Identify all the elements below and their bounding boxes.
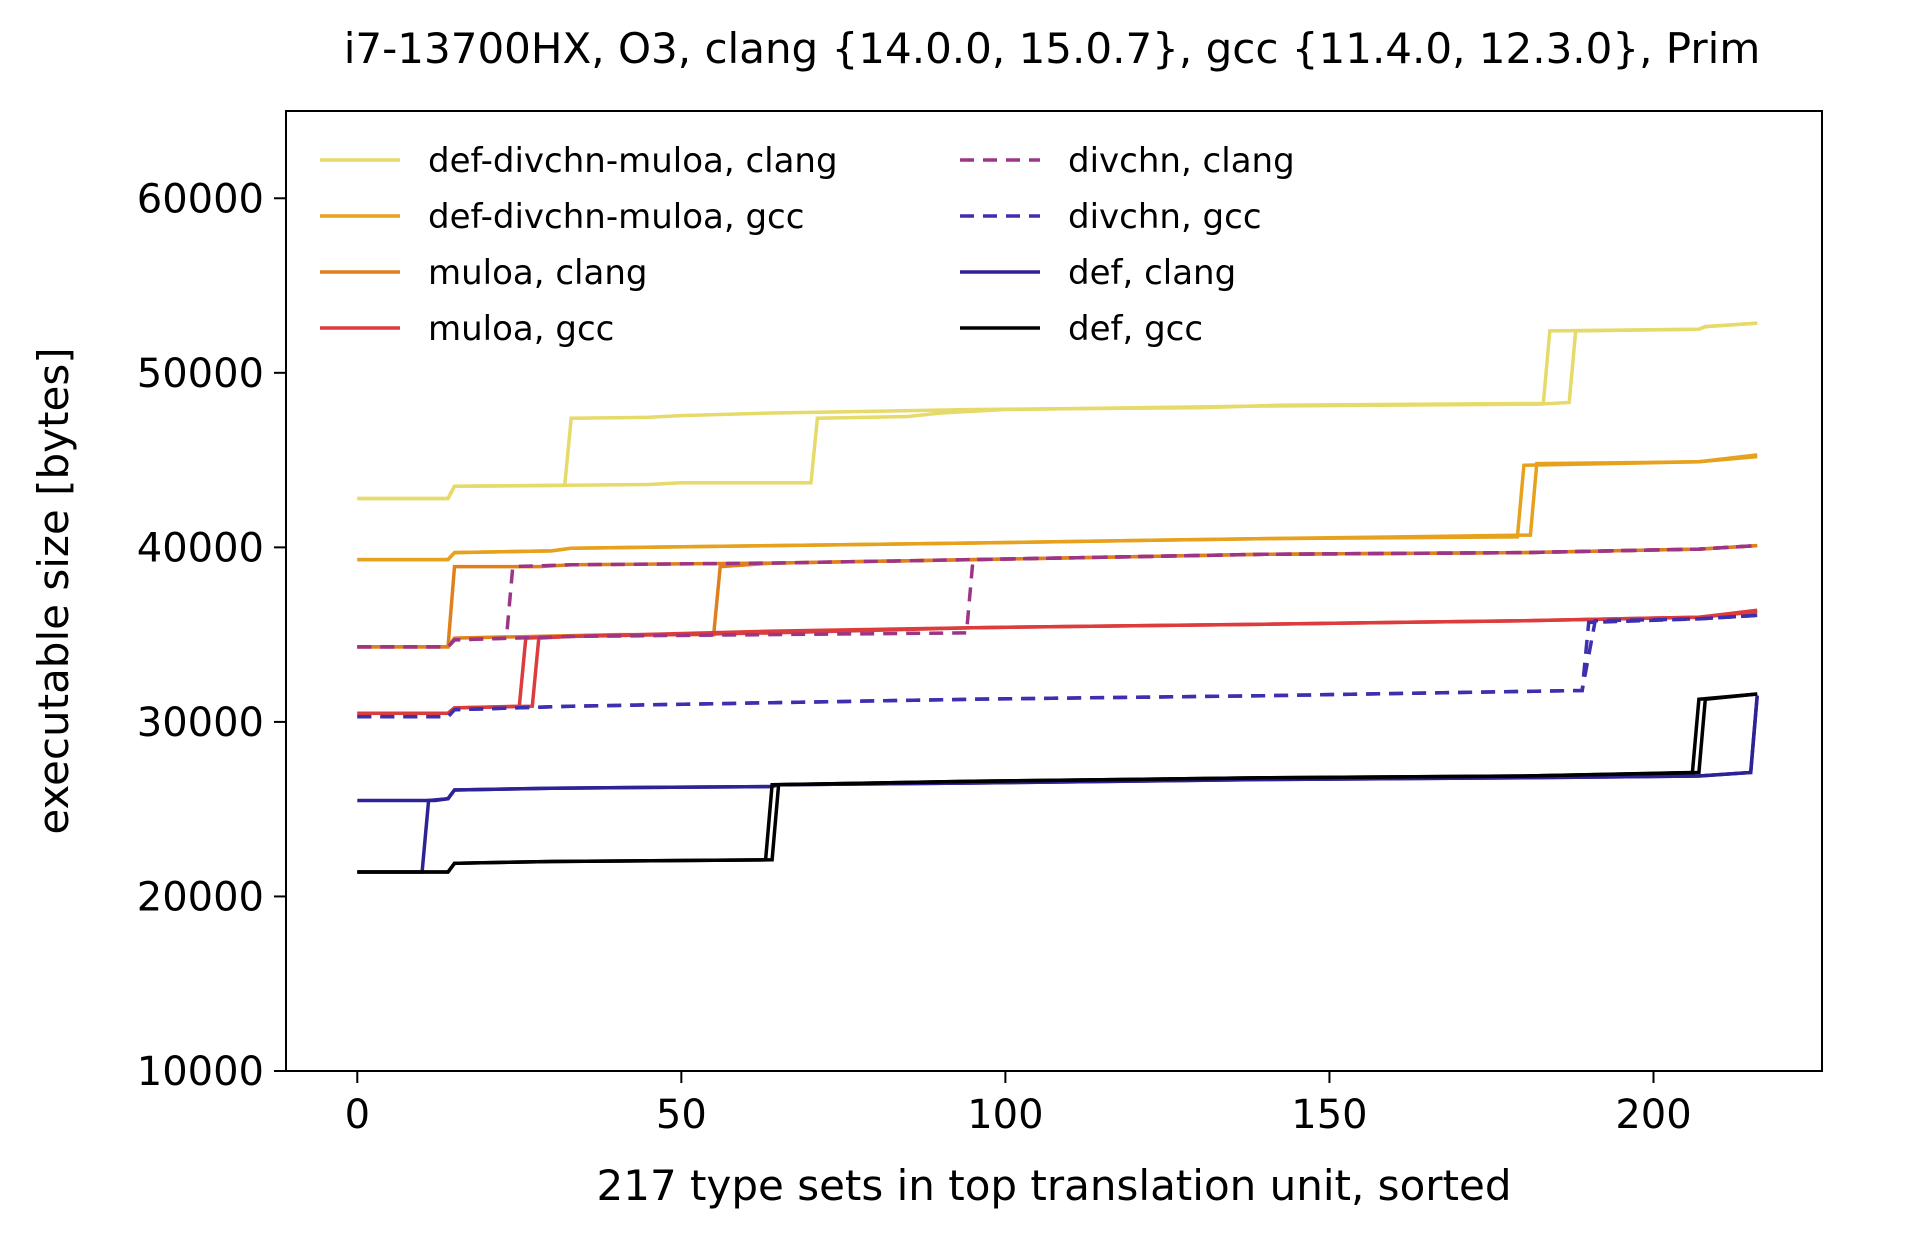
y-tick-label: 50000 bbox=[137, 351, 264, 397]
series-line bbox=[357, 543, 1758, 649]
y-tick-label: 10000 bbox=[137, 1049, 264, 1095]
series-line bbox=[357, 543, 1758, 649]
legend-label: def-divchn-muloa, gcc bbox=[428, 197, 804, 237]
legend-item: divchn, clang bbox=[960, 141, 1295, 181]
legend-item: muloa, clang bbox=[320, 253, 647, 293]
plot-frame bbox=[285, 110, 1823, 1072]
legend-label: def, gcc bbox=[1068, 309, 1203, 349]
legend-item: def, clang bbox=[960, 253, 1236, 293]
x-tick-label: 100 bbox=[967, 1092, 1043, 1138]
series-line bbox=[357, 695, 1759, 874]
legend-item: muloa, gcc bbox=[320, 309, 614, 349]
plot-lines bbox=[357, 321, 1759, 874]
y-tick-label: 40000 bbox=[137, 525, 264, 571]
legend-label: divchn, clang bbox=[1068, 141, 1295, 181]
series-line bbox=[357, 692, 1758, 874]
legend-label: def, clang bbox=[1068, 253, 1236, 293]
y-axis: 10000 20000 30000 40000 50000 60000 bbox=[137, 176, 286, 1095]
x-tick-label: 50 bbox=[656, 1092, 707, 1138]
series-line bbox=[357, 321, 1758, 501]
series-line bbox=[357, 543, 1758, 649]
x-axis-label: 217 type sets in top translation unit, s… bbox=[597, 1161, 1512, 1210]
x-tick-label: 200 bbox=[1615, 1092, 1691, 1138]
series-line bbox=[357, 321, 1758, 501]
legend-label: divchn, gcc bbox=[1068, 197, 1262, 237]
series-line bbox=[357, 613, 1758, 719]
legend-item: def-divchn-muloa, clang bbox=[320, 141, 838, 181]
legend: def-divchn-muloa, clang def-divchn-muloa,… bbox=[320, 141, 1295, 349]
x-tick-label: 0 bbox=[345, 1092, 370, 1138]
series-line bbox=[357, 453, 1758, 562]
series-line bbox=[357, 613, 1758, 719]
chart-title: i7-13700HX, O3, clang {14.0.0, 15.0.7}, … bbox=[344, 24, 1761, 73]
legend-label: muloa, gcc bbox=[428, 309, 614, 349]
y-axis-label: executable size [bytes] bbox=[29, 347, 78, 834]
series-line bbox=[357, 695, 1759, 803]
x-axis: 0 50 100 150 200 bbox=[345, 1071, 1692, 1138]
x-tick-label: 150 bbox=[1291, 1092, 1367, 1138]
legend-item: divchn, gcc bbox=[960, 197, 1262, 237]
y-tick-label: 60000 bbox=[137, 176, 264, 222]
legend-item: def, gcc bbox=[960, 309, 1203, 349]
series-line bbox=[357, 543, 1758, 649]
legend-label: def-divchn-muloa, clang bbox=[428, 141, 838, 181]
legend-item: def-divchn-muloa, gcc bbox=[320, 197, 804, 237]
legend-label: muloa, clang bbox=[428, 253, 647, 293]
y-tick-label: 20000 bbox=[137, 874, 264, 920]
y-tick-label: 30000 bbox=[137, 700, 264, 746]
